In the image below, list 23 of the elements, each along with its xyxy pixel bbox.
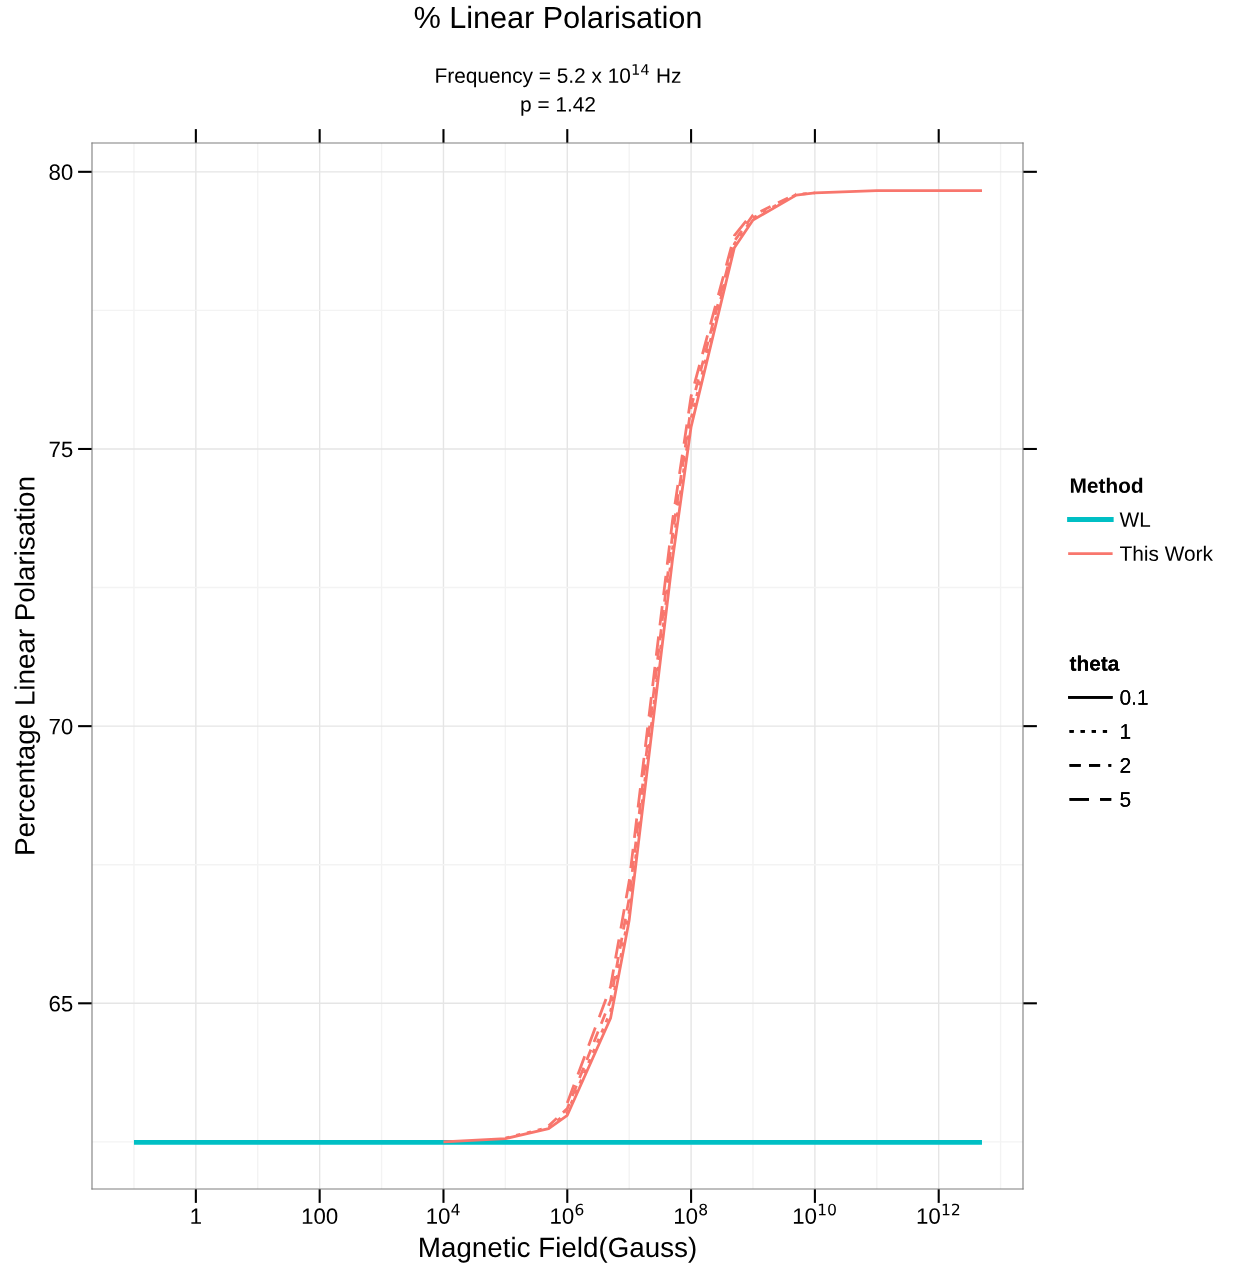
- x-axis-title: Magnetic Field(Gauss): [420, 1236, 696, 1263]
- x-tick-label: 10$^{6}$: [551, 1203, 584, 1224]
- x-tick-label: 100: [302, 1208, 338, 1225]
- y-tick-label: 70: [49, 718, 73, 735]
- y-tick-label: 65: [49, 995, 73, 1012]
- x-tick-label: 1: [191, 1208, 201, 1224]
- text: 0.1: [1120, 690, 1148, 705]
- chart-title: % Linear Polarisation: [414, 5, 701, 29]
- text: Frequency = 5.2 x 10$^{14}$ Hz p = 1.42: [436, 64, 681, 116]
- text: 5: [1120, 792, 1131, 807]
- legend-title: Method: [1070, 477, 1143, 494]
- x-tick-label: 10$^{8}$: [675, 1203, 708, 1224]
- y-axis-title: Percentage Linear Polarisation: [14, 477, 41, 854]
- x-tick-label: 10$^{10}$: [793, 1203, 836, 1224]
- text: 1: [1121, 724, 1131, 739]
- x-tick-label: 10$^{12}$: [917, 1203, 960, 1224]
- legend-label: WL: [1119, 512, 1151, 527]
- x-tick-label: 10$^{4}$: [427, 1203, 460, 1224]
- y-tick-label: 80: [49, 164, 73, 181]
- text: theta: [1069, 655, 1120, 671]
- legend-label: This Work: [1120, 545, 1213, 562]
- text: 2: [1120, 758, 1131, 773]
- y-tick-label: 75: [49, 441, 73, 458]
